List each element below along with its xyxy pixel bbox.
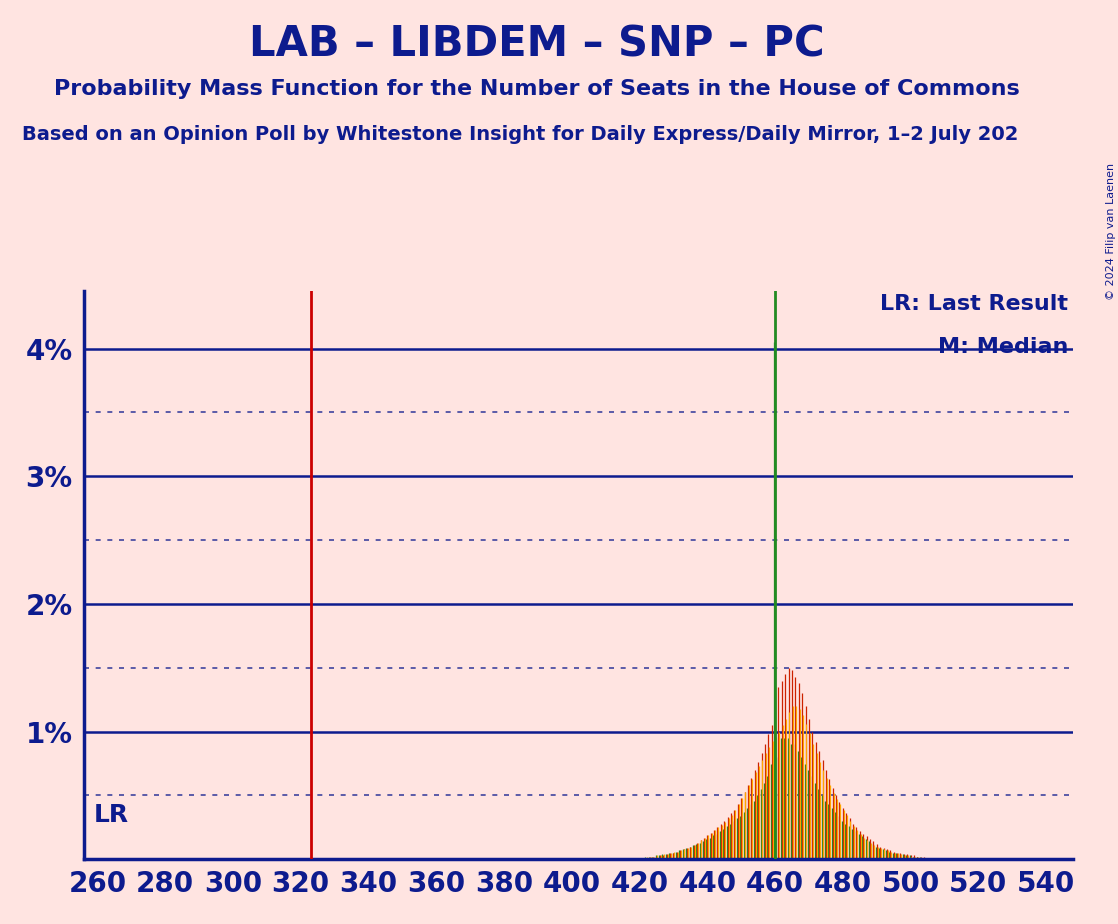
Text: LAB – LIBDEM – SNP – PC: LAB – LIBDEM – SNP – PC [249,23,824,65]
Text: © 2024 Filip van Laenen: © 2024 Filip van Laenen [1106,163,1116,299]
Text: Probability Mass Function for the Number of Seats in the House of Commons: Probability Mass Function for the Number… [54,79,1020,99]
Text: Based on an Opinion Poll by Whitestone Insight for Daily Express/Daily Mirror, 1: Based on an Opinion Poll by Whitestone I… [22,125,1018,144]
Text: M: Median: M: Median [938,336,1069,357]
Text: LR: LR [94,803,130,827]
Text: LR: Last Result: LR: Last Result [880,294,1069,314]
